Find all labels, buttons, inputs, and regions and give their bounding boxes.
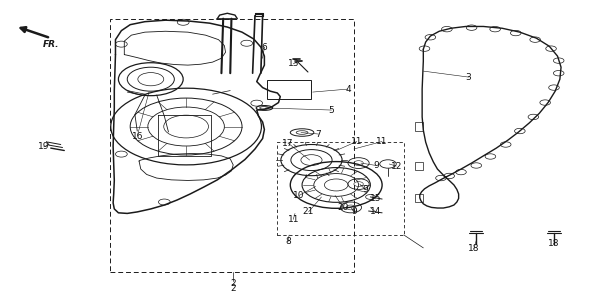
Text: FR.: FR.	[43, 40, 60, 49]
Text: 12: 12	[391, 162, 402, 171]
Text: 16: 16	[132, 132, 143, 141]
Text: 9: 9	[373, 161, 379, 170]
Text: 2: 2	[230, 279, 236, 288]
Text: 7: 7	[316, 129, 322, 138]
Text: 9: 9	[362, 185, 368, 194]
Text: 3: 3	[466, 73, 471, 82]
Text: 15: 15	[370, 194, 381, 203]
Bar	[110, 19, 354, 272]
Text: 2: 2	[230, 284, 236, 293]
Text: 18: 18	[468, 244, 480, 253]
Text: 13: 13	[287, 59, 299, 68]
Text: 14: 14	[370, 207, 381, 216]
Text: 6: 6	[261, 43, 267, 52]
Bar	[277, 141, 404, 235]
Text: 11: 11	[376, 137, 388, 146]
Text: 18: 18	[548, 240, 560, 249]
Text: 5: 5	[329, 106, 335, 115]
Text: 9: 9	[351, 207, 357, 216]
Text: 17: 17	[282, 138, 294, 147]
Bar	[415, 162, 423, 170]
Text: 11: 11	[287, 215, 299, 224]
Text: 20: 20	[337, 203, 349, 212]
Text: 8: 8	[285, 237, 291, 247]
Text: 19: 19	[38, 142, 50, 151]
Text: 4: 4	[345, 85, 351, 94]
Text: 10: 10	[293, 191, 305, 200]
Bar	[267, 80, 311, 99]
Text: 21: 21	[303, 207, 314, 216]
Bar	[415, 122, 423, 131]
Bar	[415, 194, 423, 202]
Text: 11: 11	[351, 137, 362, 146]
